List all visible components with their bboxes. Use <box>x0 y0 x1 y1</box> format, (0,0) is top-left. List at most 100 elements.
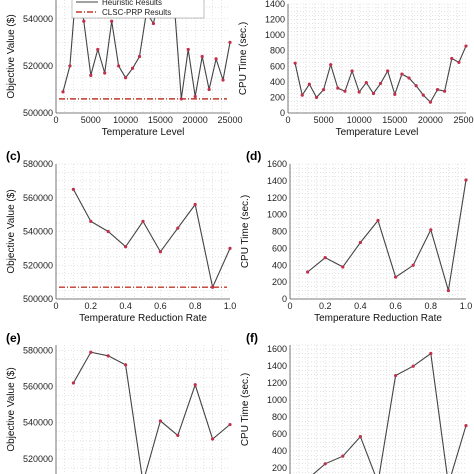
data-point <box>158 250 162 254</box>
x-tick-label: 5000 <box>81 115 101 125</box>
data-point <box>314 95 319 100</box>
x-tick-label: 0 <box>285 115 290 125</box>
data-point <box>71 381 75 385</box>
data-point <box>306 270 310 274</box>
panel-label: (f) <box>246 331 258 345</box>
data-point <box>394 275 398 279</box>
panel-a: 500000 520000 540000 0 5000 10000 15000 20000 25… <box>6 0 243 138</box>
data-point <box>124 245 128 249</box>
x-axis-label: Temperature Level <box>336 127 419 138</box>
panel-b: 0 200 400 600 800 1000 1200 1400 0 5000 10000 15000… <box>238 0 474 138</box>
y-tick-label: 520000 <box>23 454 53 464</box>
legend-entry: CLSC-PRP Results <box>102 8 171 17</box>
y-tick-label: 600 <box>270 61 285 71</box>
data-point <box>323 256 327 260</box>
y-tick-label: 400 <box>272 260 287 270</box>
data-point <box>89 73 93 77</box>
data-point <box>124 363 128 367</box>
y-tick-label: 1200 <box>267 193 287 203</box>
data-point <box>130 66 135 70</box>
y-tick-label: 500000 <box>23 294 53 304</box>
data-point <box>429 228 433 232</box>
data-point <box>193 94 197 99</box>
data-point <box>106 229 110 234</box>
data-point <box>176 226 180 230</box>
panel-d: 0 200 400 600 800 1000 1200 1400 1600 0 0.2 0.4 0.6 0… <box>240 149 472 324</box>
x-tick-label: 10000 <box>347 115 372 125</box>
legend-box <box>71 0 205 19</box>
y-tick-label: 1200 <box>267 378 287 388</box>
data-point <box>393 92 397 96</box>
y-tick-label: 400 <box>272 446 287 456</box>
y-tick-label: 1000 <box>265 30 285 40</box>
y-tick-label: 1000 <box>267 395 287 405</box>
data-point <box>307 82 311 86</box>
data-point <box>228 422 232 427</box>
y-tick-label: 560000 <box>23 382 53 392</box>
data-point <box>400 72 404 76</box>
x-tick-label: 1.0 <box>460 301 473 311</box>
y-tick-label: 200 <box>272 277 287 287</box>
y-tick-label: 200 <box>272 463 287 473</box>
y-tick-label: 1600 <box>267 344 287 354</box>
data-point <box>464 178 468 182</box>
y-tick-label: 1400 <box>265 0 285 9</box>
data-point <box>450 56 454 61</box>
x-tick-label: 1.0 <box>224 301 237 311</box>
x-tick-label: 10000 <box>113 115 138 125</box>
data-point <box>103 71 107 75</box>
series-line <box>312 352 467 474</box>
data-point <box>464 44 468 48</box>
data-point <box>386 69 390 73</box>
data-point <box>358 435 362 439</box>
x-tick-label: 5000 <box>314 115 334 125</box>
data-point <box>322 88 326 92</box>
data-point <box>211 437 215 441</box>
panel-label: (d) <box>246 149 261 163</box>
y-tick-label: 1600 <box>267 159 287 169</box>
data-point <box>293 61 297 65</box>
y-tick-label: 580000 <box>23 159 53 169</box>
data-point <box>411 263 415 267</box>
y-tick-label: 1200 <box>265 15 285 25</box>
data-point <box>329 63 333 67</box>
data-point <box>124 76 128 80</box>
data-point <box>358 240 362 245</box>
y-axis-label: Objective Value ($) <box>6 189 17 273</box>
x-tick-label: 0.8 <box>425 301 438 311</box>
y-tick-label: 0 <box>282 294 287 304</box>
data-point <box>435 88 440 92</box>
data-point <box>214 57 218 61</box>
y-axis-label: CPU Time (sec.) <box>240 195 251 268</box>
y-tick-label: 800 <box>272 227 287 237</box>
data-point <box>106 354 110 358</box>
y-axis-label: Objective Value ($) <box>6 14 17 98</box>
data-point <box>350 69 354 73</box>
data-point <box>376 218 380 223</box>
y-tick-label: 1400 <box>267 361 287 371</box>
x-tick-label: 20000 <box>183 115 208 125</box>
data-point <box>207 87 211 92</box>
data-point <box>96 47 100 52</box>
y-tick-label: 560000 <box>23 193 53 203</box>
data-point <box>176 433 180 437</box>
panel-label: (c) <box>6 149 21 163</box>
y-tick-label: 600 <box>272 243 287 253</box>
y-axis-label: Objective Value ($) <box>6 367 17 451</box>
data-point <box>378 81 383 86</box>
data-point <box>411 364 415 368</box>
x-tick-label: 20000 <box>418 115 443 125</box>
data-point <box>341 265 345 269</box>
x-tick-label: 25000 <box>453 115 474 125</box>
legend-entry: Heuristic Results <box>102 0 162 7</box>
series-line <box>307 179 467 291</box>
y-tick-label: 800 <box>270 46 285 56</box>
data-point <box>428 100 432 104</box>
data-point <box>371 91 376 96</box>
x-tick-label: 15000 <box>382 115 407 125</box>
data-point <box>357 90 361 94</box>
plot-area <box>56 345 230 474</box>
data-point <box>364 81 368 85</box>
y-tick-label: 1000 <box>267 210 287 220</box>
data-point <box>68 64 72 68</box>
